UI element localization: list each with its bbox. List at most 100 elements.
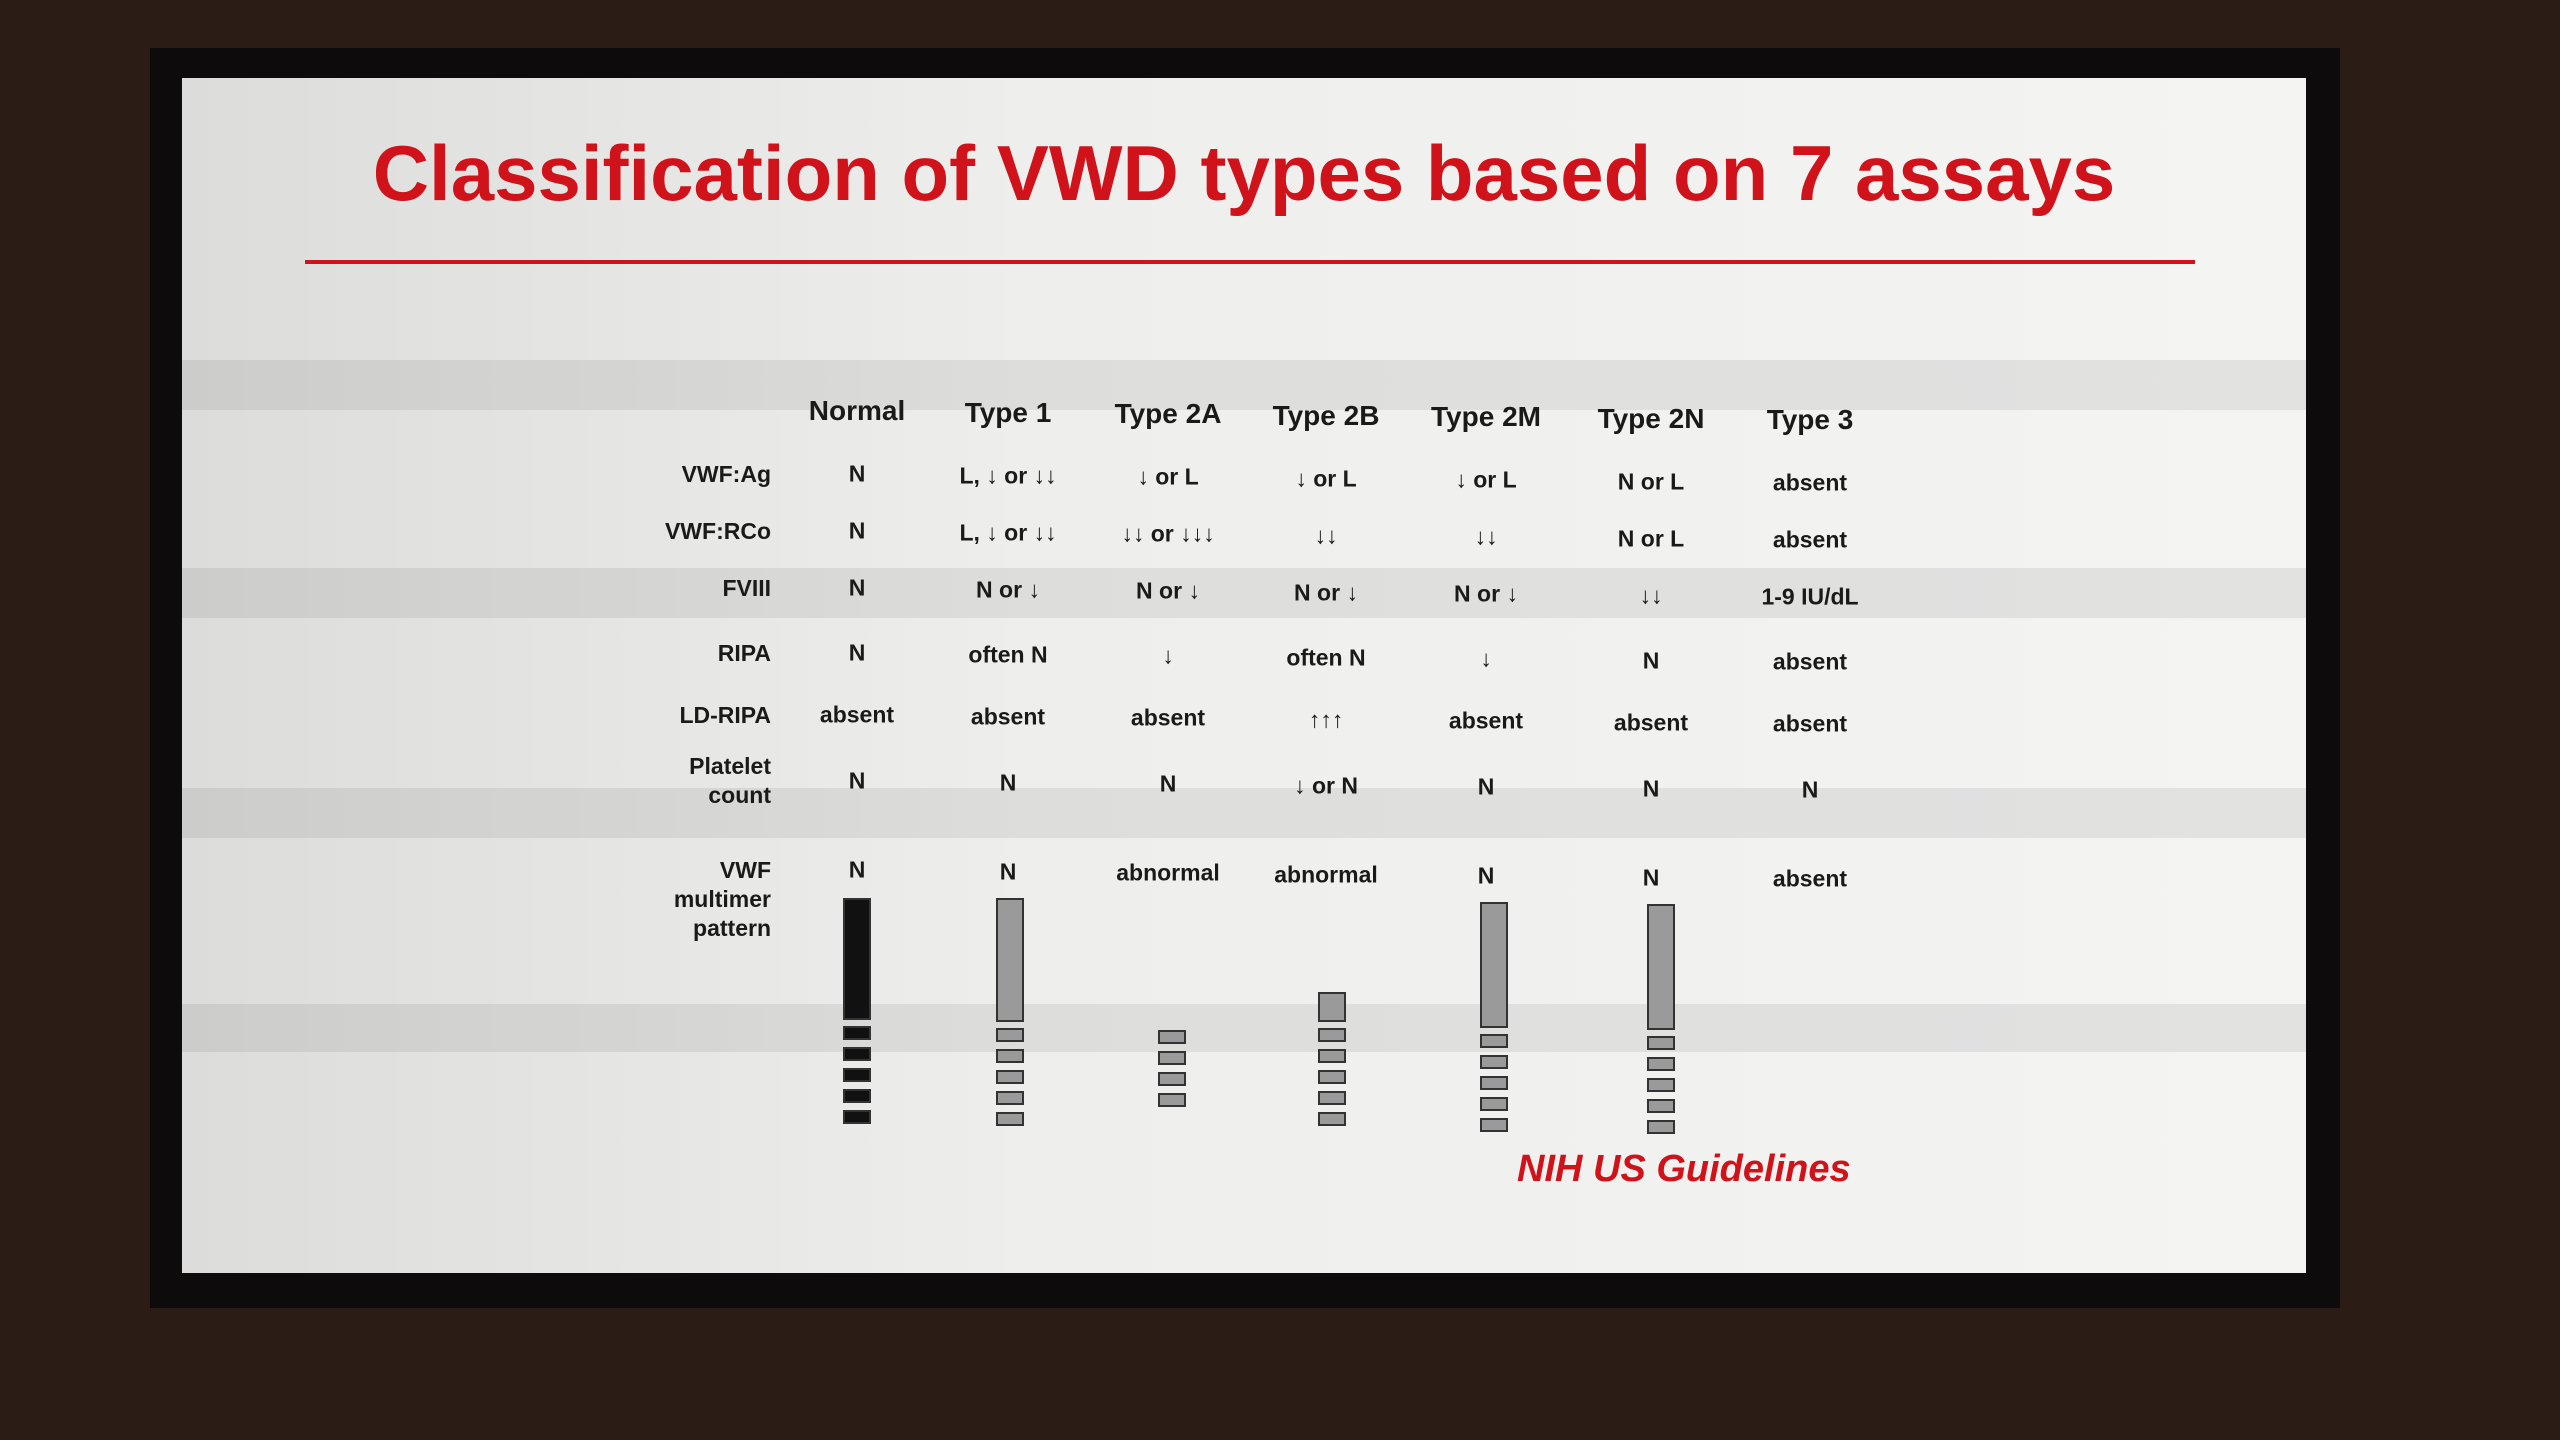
table-cell: abnormal <box>1274 861 1378 887</box>
table-cell: ↓↓ <box>1639 582 1663 608</box>
table-cell: N <box>999 769 1017 795</box>
table-cell: ↓ <box>1162 642 1174 669</box>
table-cell: N <box>848 460 866 487</box>
multimer-band <box>996 1112 1024 1126</box>
multimer-bar <box>1480 902 1508 1028</box>
table-cell: absent <box>1130 704 1206 731</box>
multimer-band <box>1647 1120 1675 1134</box>
multimer-band <box>1318 1049 1346 1063</box>
multimer-band <box>1647 1099 1675 1113</box>
column-header: Type 2A <box>1114 398 1222 429</box>
table-cell: absent <box>1613 709 1689 735</box>
multimer-band <box>1480 1076 1508 1090</box>
table-cell: N <box>848 856 866 883</box>
table-cell: N <box>1642 647 1660 673</box>
table-cell: N <box>1159 770 1177 797</box>
table-cell: N <box>1801 776 1819 803</box>
multimer-band <box>843 1068 871 1082</box>
multimer-band <box>843 1047 871 1061</box>
row-label: VWF:RCo <box>664 518 771 544</box>
column-header: Type 2B <box>1272 399 1380 431</box>
glare-stripe <box>182 788 2306 838</box>
footnote: NIH US Guidelines <box>1517 1148 1851 1190</box>
glare-stripe <box>182 360 2306 410</box>
multimer-band <box>1158 1051 1186 1065</box>
table-cell: absent <box>1772 648 1848 675</box>
column-header: Type 1 <box>964 396 1052 428</box>
slide-title: Classification of VWD types based on 7 a… <box>372 129 2116 217</box>
multimer-bar <box>843 898 871 1020</box>
row-label: LD-RIPA <box>679 702 771 728</box>
table-cell: absent <box>1772 710 1848 737</box>
table-cell: ↓↓ <box>1314 522 1338 548</box>
multimer-band <box>1158 1030 1186 1044</box>
table-cell: N <box>848 639 866 666</box>
table-cell: ↓ or L <box>1455 466 1517 493</box>
table-cell: N <box>999 858 1017 884</box>
column-header: Type 2M <box>1431 401 1541 432</box>
table-cell: N <box>1642 864 1660 890</box>
table-cell: ↓↓ or ↓↓↓ <box>1121 520 1215 547</box>
table-cell: ↓ or N <box>1294 772 1358 798</box>
table-cell: L, ↓ or ↓↓ <box>959 519 1057 545</box>
multimer-band <box>1318 1091 1346 1105</box>
table-cell: N or ↓ <box>1294 579 1358 605</box>
multimer-band <box>1318 1070 1346 1084</box>
table-cell: N or ↓ <box>976 576 1040 602</box>
table-cell: absent <box>1772 469 1848 496</box>
table-cell: ↓ or L <box>1295 465 1357 491</box>
multimer-band <box>1480 1097 1508 1111</box>
table-cell: N <box>848 574 866 601</box>
table-cell: ↑↑↑ <box>1308 706 1344 732</box>
multimer-band <box>996 1049 1024 1063</box>
multimer-band <box>1480 1034 1508 1048</box>
multimer-band <box>843 1110 871 1124</box>
slide: Classification of VWD types based on 7 a… <box>182 78 2306 1273</box>
multimer-band <box>1158 1093 1186 1107</box>
multimer-band <box>1480 1055 1508 1069</box>
multimer-band <box>843 1089 871 1103</box>
column-header: Type 3 <box>1766 404 1854 435</box>
column-header: Normal <box>808 395 906 426</box>
table-cell: L, ↓ or ↓↓ <box>959 462 1057 488</box>
table-cell: abnormal <box>1116 859 1220 886</box>
table-cell: N <box>848 517 866 544</box>
multimer-band <box>1647 1057 1675 1071</box>
table-cell: often N <box>968 641 1048 667</box>
row-label: VWF multimer pattern <box>673 857 771 941</box>
multimer-band <box>1318 1028 1346 1042</box>
table-cell: N or ↓ <box>1454 580 1518 607</box>
table-cell: ↓↓ <box>1474 523 1498 550</box>
multimer-band <box>1647 1078 1675 1092</box>
multimer-band <box>996 1028 1024 1042</box>
multimer-band <box>1480 1118 1508 1132</box>
multimer-band <box>1158 1072 1186 1086</box>
column-header: Type 2N <box>1597 402 1705 434</box>
glare-stripe <box>182 568 2306 618</box>
multimer-bar <box>996 898 1024 1022</box>
multimer-bar <box>1647 904 1675 1030</box>
row-label: Platelet count <box>689 753 771 808</box>
table-cell: absent <box>1772 865 1848 892</box>
table-cell: absent <box>1448 707 1524 734</box>
table-cell: 1-9 IU/dL <box>1761 583 1859 610</box>
multimer-band <box>996 1070 1024 1084</box>
table-cell: absent <box>970 703 1046 729</box>
multimer-band <box>996 1091 1024 1105</box>
table-cell: N or L <box>1617 468 1685 494</box>
multimer-band <box>1318 1112 1346 1126</box>
row-label: VWF:Ag <box>681 461 771 487</box>
table-cell: N <box>1477 773 1495 800</box>
table-cell: N <box>1642 775 1660 801</box>
table-cell: ↓ or L <box>1137 463 1199 490</box>
title-rule <box>305 260 2195 264</box>
table-cell: N or L <box>1617 525 1685 551</box>
table-cell: ↓ <box>1480 645 1492 672</box>
table-cell: absent <box>819 701 895 728</box>
table-cell: often N <box>1286 644 1366 670</box>
table-cell: N or ↓ <box>1136 577 1200 604</box>
row-label: FVIII <box>722 575 771 601</box>
multimer-bar <box>1318 992 1346 1022</box>
row-label: RIPA <box>717 640 771 666</box>
